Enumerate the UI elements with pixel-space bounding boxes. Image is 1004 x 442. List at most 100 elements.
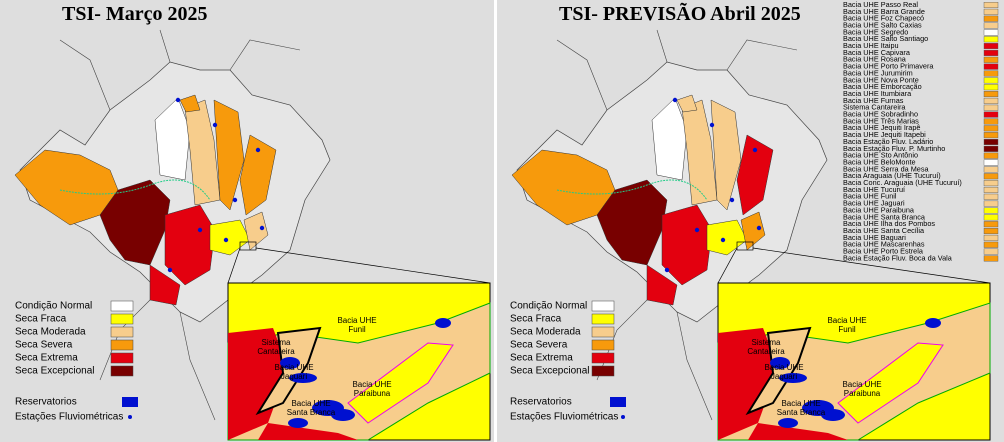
reservoir [729, 197, 735, 203]
basin-swatch [983, 241, 999, 248]
basin-swatch [983, 180, 999, 187]
basin-name: Bacia UHE Foz Chapecó [843, 14, 924, 23]
basin-swatch [983, 63, 999, 70]
basin-name: Bacia UHE Ilha dos Pombos [843, 219, 935, 228]
reservoir [259, 225, 265, 231]
river [556, 179, 708, 201]
inset-label: Bacia UHE Funil [337, 316, 377, 334]
basin-swatch [983, 97, 999, 104]
basin-region [149, 264, 181, 306]
inset-red [718, 328, 778, 440]
inset [227, 282, 491, 441]
basin-name: Bacia Estação Fluv. Ladário [843, 137, 933, 146]
basin-name: Bacia UHE Itumbiara [843, 89, 912, 98]
legend-label: Seca Moderada [510, 327, 581, 338]
legend-swatch [110, 313, 134, 325]
basin-name: Bacia UHE BeloMonte [843, 157, 916, 166]
reservoir [709, 122, 715, 128]
inset-reservoir [280, 357, 300, 369]
legend-label: Condição Normal [15, 301, 92, 312]
basin-swatch [983, 49, 999, 56]
cantareira [255, 326, 322, 416]
basin-swatch [983, 234, 999, 241]
inset-yellow [347, 342, 454, 424]
legend-swatch [110, 339, 134, 351]
legend-swatch [122, 397, 138, 407]
inset-link [227, 247, 241, 284]
basin-name: Sistema Cantareira [843, 103, 906, 112]
basin-swatch [983, 111, 999, 118]
legend-label: Seca Fraca [15, 314, 67, 325]
basin-name: Bacia UHE Três Marias [843, 116, 919, 125]
reservoir [664, 267, 670, 273]
inset-red-bottom [258, 423, 358, 440]
inset-red [228, 328, 288, 440]
basin-region [710, 99, 742, 211]
basin-name: Bacia Estação Fluv. Boca da Vala [843, 253, 953, 262]
basin-name: Bacia UHE Porto Primavera [843, 62, 934, 71]
legend-swatch [591, 300, 615, 312]
legend-swatch [621, 415, 625, 419]
basin-region [179, 94, 201, 113]
basin-name: Bacia UHE Jequiti Irapê [843, 123, 920, 132]
basin-name: Bacia UHE Tucuruí [843, 185, 905, 194]
basin-region [239, 134, 277, 216]
basin-region [213, 99, 245, 211]
country-outline [516, 61, 828, 323]
basin-swatch [983, 22, 999, 29]
inset-reservoir [779, 373, 807, 383]
basin-swatch [983, 200, 999, 207]
basin-swatch [983, 56, 999, 63]
reservoir [672, 97, 678, 103]
basin-swatch [983, 186, 999, 193]
basin-name: Bacia UHE Nova Ponte [843, 75, 919, 84]
reservoir [720, 237, 726, 243]
basin-region [243, 211, 269, 251]
basin-name: Bacia UHE Segredo [843, 27, 908, 36]
inset-reservoir [289, 373, 317, 383]
basin-swatch [983, 43, 999, 50]
basin-swatch [983, 221, 999, 228]
basin-swatch [983, 255, 999, 262]
map [14, 29, 331, 421]
basin-name: Bacia UHE Furnas [843, 96, 904, 105]
basin-region [651, 97, 688, 181]
basin-swatch [983, 91, 999, 98]
legend-label: Seca Severa [15, 340, 73, 351]
legend-swatch [110, 352, 134, 364]
inset-reservoir [331, 409, 355, 421]
legend-swatch [591, 365, 615, 377]
inset-link [255, 247, 491, 284]
basin-swatch [983, 2, 999, 8]
basin-name: Bacia UHE Santa Cecília [843, 226, 925, 235]
reservoir [167, 267, 173, 273]
legend-swatch [591, 313, 615, 325]
legend-label: Seca Extrema [15, 353, 78, 364]
legend-label: Estações Fluviométricas [15, 412, 123, 423]
basin-swatch [983, 84, 999, 91]
legend-label: Seca Extrema [510, 353, 573, 364]
basin-swatch [983, 132, 999, 139]
basin-swatch [983, 228, 999, 235]
basin-name: Bacia UHE Emborcação [843, 82, 922, 91]
basin-swatch [983, 152, 999, 159]
inset-label: Sistema Cantareira [257, 338, 295, 356]
basin-name: Bacia UHE Serra da Mesa [843, 164, 930, 173]
inset-label: Bacia UHE Paraibuna [842, 380, 882, 398]
cantareira [745, 326, 812, 416]
reservoir [175, 97, 181, 103]
basin-region [164, 204, 216, 286]
inset-source [239, 241, 257, 251]
basin-swatch [983, 15, 999, 22]
inset-reservoir [821, 409, 845, 421]
reservoir [212, 122, 218, 128]
basin-name: Bacia UHE Mascarenhas [843, 240, 925, 249]
basin-name: Bacia UHE Itaipu [843, 41, 899, 50]
basin-swatch [983, 145, 999, 152]
inset-link [717, 247, 738, 284]
basin-name: Bacia UHE Capivara [843, 48, 911, 57]
basin-swatch [983, 173, 999, 180]
reservoir [752, 147, 758, 153]
inset-red-bottom [748, 423, 848, 440]
